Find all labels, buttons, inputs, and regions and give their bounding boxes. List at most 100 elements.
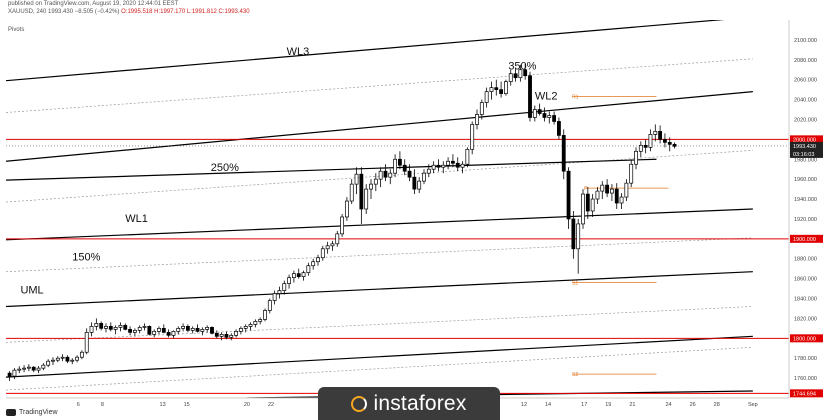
y-tick-label: 1820.000 [794,316,817,322]
candle-body [132,330,137,333]
candle-body [643,144,648,148]
candle-body [325,245,330,250]
level-price-tag [790,389,823,398]
candle-body [157,328,161,332]
candle-body [508,73,513,83]
candle-body [229,334,234,338]
candle-body [537,109,542,114]
x-tick-label: 19 [605,402,611,408]
line-label: WL2 [535,91,558,103]
candle-body [287,277,292,284]
x-tick-label: 6 [77,402,80,408]
ohlc-high: H:1997.170 [154,9,186,15]
candle-body [234,331,238,336]
candle-body [475,114,479,125]
candle-body [214,332,219,337]
candle-body [547,115,552,118]
x-tick-label: 8 [101,402,104,408]
candle-body [166,331,171,336]
y-tick-label: 1780.000 [794,356,817,362]
candle-body [200,329,205,332]
y-tick-label: 1920.000 [794,217,817,223]
instaforex-badge: instaforex [318,387,500,420]
y-tick-label: 1940.000 [794,197,817,203]
instaforex-logo-icon [351,395,368,412]
candle-body [581,193,585,225]
candle-body [253,321,258,325]
y-tick-label: 1960.000 [794,177,817,183]
last-price: 1993.430 [48,9,74,15]
candle-body [243,326,248,329]
candle-body [330,243,335,247]
candle-body [311,261,316,267]
candle-body [104,326,108,329]
median-line-dotted [6,237,753,273]
y-tick-label: 2020.000 [794,117,817,123]
candle-body [340,216,345,235]
candle-body [272,293,277,301]
candle-body [470,124,475,150]
candle-body [128,329,132,333]
candle-body [51,359,55,362]
candle-body [393,158,398,174]
candle-body [70,359,75,362]
candle-body [667,142,672,145]
candle-body [359,173,364,210]
candle-body [672,143,677,147]
candle-body [267,300,272,311]
candle-body [26,366,31,369]
candle-body [176,328,181,332]
candle-body [108,326,113,330]
candle-body [619,196,624,204]
candle-body [518,69,523,79]
candle-body [147,326,152,335]
candle-body [542,113,547,118]
candle-body [248,324,253,327]
candle-body [523,69,528,77]
channel-line [6,91,753,162]
x-tick-label: 22 [268,402,274,408]
candle-body [576,223,581,250]
candle-body [99,323,104,329]
candle-body [624,182,629,198]
candle-body [446,160,451,166]
candle-body [364,188,369,210]
candle-body [426,168,431,174]
candle-body [60,356,65,359]
x-tick-label: 14 [545,402,551,408]
channel-line [6,271,753,308]
candle-body [190,328,195,331]
candle-body [46,360,51,366]
median-line-dotted [6,346,753,391]
candle-body [503,81,508,94]
y-tick-label: 2080.000 [794,58,817,64]
candle-body [528,75,532,118]
candle-body [282,283,287,291]
current-price-label: 1993.430 [793,144,816,150]
candle-body [181,326,185,329]
tradingview-logo: TradingView [6,409,58,416]
candle-body [349,183,354,202]
candle-body [378,170,383,180]
y-tick-label: 1840.000 [794,297,817,303]
x-tick-label: 21 [629,402,635,408]
plot-area: R1 P S1 S2 WL3 350% WL2 250% WL1 150% UML [6,20,789,398]
candle-body [479,102,484,115]
countdown-label: 03:16:03 [793,152,814,158]
x-tick-label: 28 [714,402,720,408]
candle-body [301,272,306,277]
x-tick-label: 24 [665,402,671,408]
line-label: WL1 [125,213,148,225]
candle-body [65,356,70,362]
y-tick-label: 1860.000 [794,277,817,283]
study-label: Pivots [8,27,25,33]
candle-body [648,134,653,148]
candle-body [210,327,214,334]
candle-body [22,367,26,370]
channel-line [6,158,657,181]
candle-body [388,172,393,178]
candle-body [614,188,619,204]
candle-body [17,368,22,371]
candle-body [407,170,412,178]
